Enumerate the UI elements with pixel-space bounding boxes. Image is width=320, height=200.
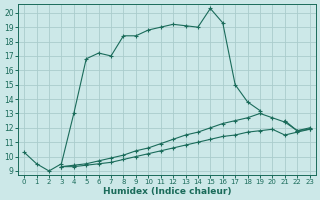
X-axis label: Humidex (Indice chaleur): Humidex (Indice chaleur): [103, 187, 231, 196]
